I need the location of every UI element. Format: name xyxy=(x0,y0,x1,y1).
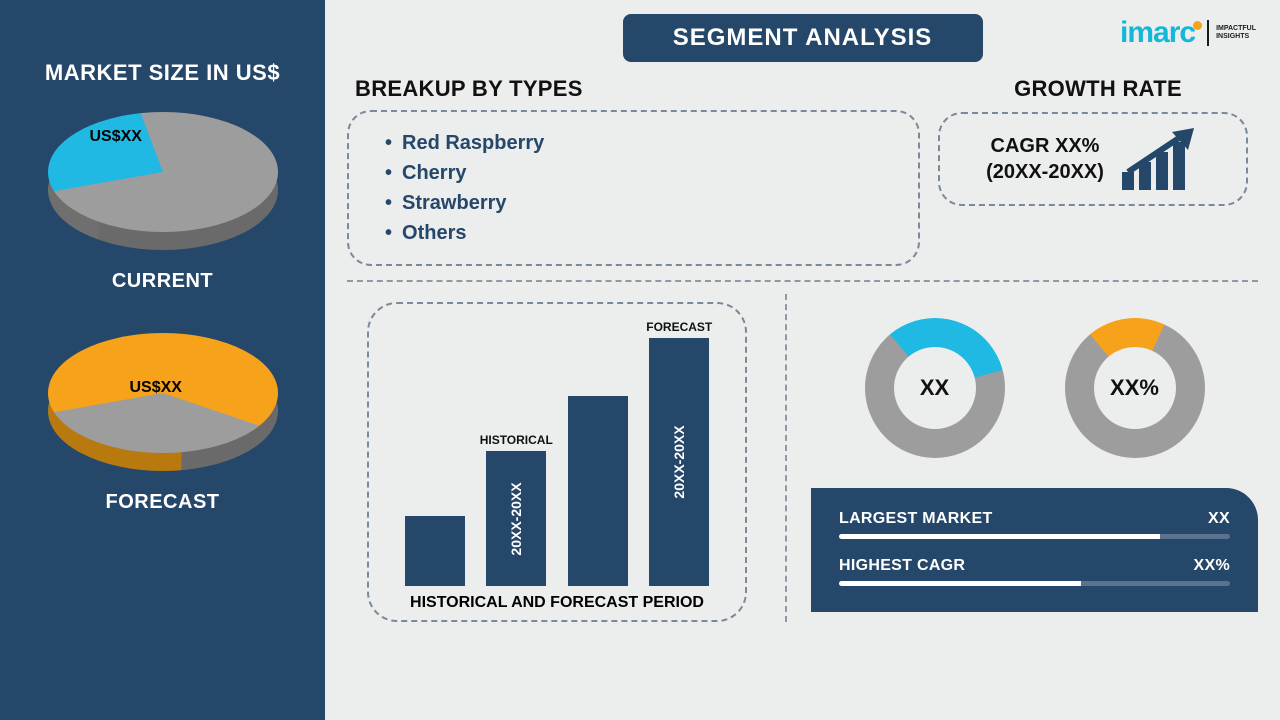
pie-forecast: US$XX FORECAST xyxy=(48,333,278,514)
pie-label: CURRENT xyxy=(112,270,213,293)
cagr-line-1: CAGR XX% xyxy=(986,133,1104,159)
bar: 20XX-20XXHISTORICAL xyxy=(486,451,546,586)
main-panel: imarc IMPACTFULINSIGHTS SEGMENT ANALYSIS… xyxy=(325,0,1280,720)
metric-row: LARGEST MARKET XX xyxy=(839,510,1230,539)
donut-label: XX xyxy=(920,375,949,401)
pie-value-tag: US$XX xyxy=(90,128,142,146)
metric-card: LARGEST MARKET XX HIGHEST CAGR XX% xyxy=(811,488,1258,612)
bar xyxy=(405,516,465,586)
type-item: Cherry xyxy=(385,158,896,188)
bar xyxy=(568,396,628,586)
metric-label: LARGEST MARKET xyxy=(839,510,993,528)
type-item: Others xyxy=(385,218,896,248)
pie-label: FORECAST xyxy=(106,491,220,514)
logo-text: imarc xyxy=(1120,16,1195,49)
types-heading: BREAKUP BY TYPES xyxy=(355,76,920,102)
metric-label: HIGHEST CAGR xyxy=(839,557,965,575)
type-item: Strawberry xyxy=(385,188,896,218)
sidebar: MARKET SIZE IN US$ US$XX CURRENT US$XX F… xyxy=(0,0,325,720)
page-title: SEGMENT ANALYSIS xyxy=(623,14,983,62)
bar: 20XX-20XXFORECAST xyxy=(649,338,709,586)
growth-box: CAGR XX% (20XX-20XX) xyxy=(938,112,1248,206)
metric-value: XX% xyxy=(1194,557,1230,575)
divider xyxy=(347,280,1258,282)
pie-current: US$XX CURRENT xyxy=(48,112,278,293)
metric-value: XX xyxy=(1208,510,1230,528)
growth-heading: GROWTH RATE xyxy=(938,76,1258,102)
sidebar-title: MARKET SIZE IN US$ xyxy=(45,60,280,86)
donut-chart: XX% xyxy=(1065,318,1205,458)
brand-logo: imarc IMPACTFULINSIGHTS xyxy=(1120,16,1256,50)
types-box: Red RaspberryCherryStrawberryOthers xyxy=(347,110,920,266)
bars-caption: HISTORICAL AND FORECAST PERIOD xyxy=(369,594,745,612)
type-item: Red Raspberry xyxy=(385,128,896,158)
donut-chart: XX xyxy=(865,318,1005,458)
historical-forecast-chart: 20XX-20XXHISTORICAL 20XX-20XXFORECAST HIS… xyxy=(367,302,747,622)
pie-value-tag: US$XX xyxy=(130,379,182,397)
cagr-text: CAGR XX% (20XX-20XX) xyxy=(986,133,1104,185)
growth-chart-icon xyxy=(1122,128,1200,190)
metric-row: HIGHEST CAGR XX% xyxy=(839,557,1230,586)
logo-tag-1: IMPACTFUL xyxy=(1216,25,1256,33)
cagr-line-2: (20XX-20XX) xyxy=(986,159,1104,185)
donut-label: XX% xyxy=(1110,375,1159,401)
logo-tag-2: INSIGHTS xyxy=(1216,33,1256,41)
